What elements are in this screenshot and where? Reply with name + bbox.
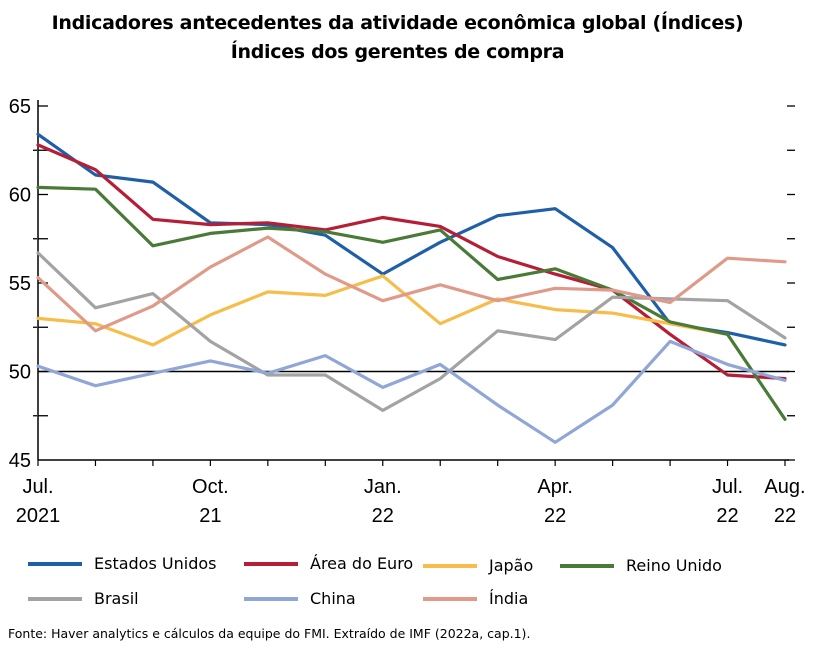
legend-item: Brasil (28, 588, 248, 610)
chart-title: Indicadores antecedentes da atividade ec… (51, 12, 744, 34)
legend-swatch (28, 562, 82, 566)
y-tick-label: 65 (9, 96, 31, 118)
series-line-area-do-euro (36, 143, 787, 381)
legend-item: China (244, 588, 464, 610)
series-line-estados-unidos (36, 132, 787, 347)
legend-swatch (560, 564, 614, 568)
source-note: Fonte: Haver analytics e cálculos da equ… (8, 626, 531, 641)
x-tick-label: Jan. 22 (364, 476, 402, 527)
legend-swatch (28, 597, 82, 601)
x-tick-label: Aug. 22 (764, 476, 805, 527)
y-tick-label: 50 (9, 362, 31, 384)
legend-swatch (423, 597, 477, 601)
series-line-india (36, 235, 787, 333)
legend-swatch (244, 562, 298, 566)
chart-subtitle: Índices dos gerentes de compra (230, 41, 565, 63)
legend-swatch (244, 597, 298, 601)
legend-item: Estados Unidos (28, 553, 248, 575)
legend-item: Reino Unido (560, 555, 780, 577)
legend-label: Índia (489, 589, 529, 608)
y-tick-label: 45 (9, 450, 31, 472)
x-tick-label: Jul. 22 (712, 476, 743, 527)
x-tick-label: Oct. 21 (192, 476, 229, 527)
legend-item: Japão (423, 555, 643, 577)
legend-swatch (423, 564, 477, 568)
x-tick-label: Apr. 22 (537, 476, 573, 527)
legend-label: Reino Unido (626, 556, 722, 575)
y-tick-label: 55 (9, 273, 31, 295)
series-line-reino-unido (36, 185, 787, 421)
y-tick-label: 60 (9, 185, 31, 207)
series-line-brasil (36, 251, 787, 412)
legend-label: Estados Unidos (94, 554, 217, 573)
legend-label: Japão (489, 556, 534, 575)
legend-label: Brasil (94, 589, 139, 608)
legend-label: Área do Euro (310, 554, 414, 573)
legend-item: Área do Euro (244, 553, 464, 575)
x-tick-label: Jul. 2021 (16, 476, 61, 527)
legend-label: China (310, 589, 356, 608)
legend-item: Índia (423, 588, 643, 610)
series-line-japao (36, 274, 730, 347)
series-line-china (36, 339, 787, 444)
line-chart: 45 50 55 60 65 Jul. 2021 Oct. 21 Jan. 22 Apr. 22 Jul.… (9, 96, 806, 527)
